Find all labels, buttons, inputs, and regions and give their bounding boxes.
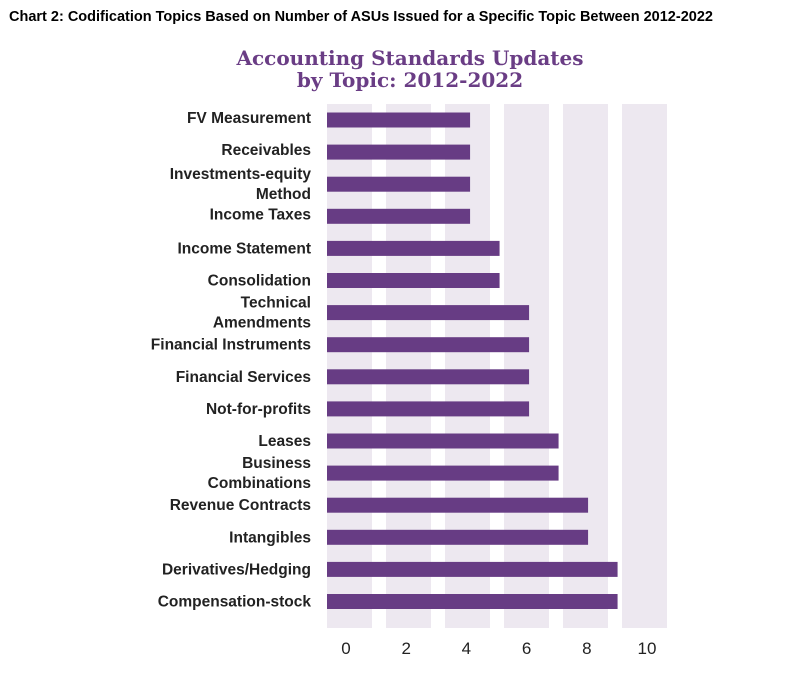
category-label: Income Statement xyxy=(177,240,311,257)
x-tick-label: 0 xyxy=(341,639,350,658)
category-label: FV Measurement xyxy=(187,110,311,127)
grid-band xyxy=(504,104,549,628)
bar xyxy=(327,176,471,192)
bar xyxy=(327,144,471,160)
x-tick-label: 4 xyxy=(462,639,471,658)
bar xyxy=(327,433,559,449)
grid-band xyxy=(563,104,608,628)
category-label: Financial Services xyxy=(176,369,311,386)
category-label: Investments-equity xyxy=(170,166,312,183)
bar xyxy=(327,465,559,481)
category-label: Method xyxy=(256,186,311,203)
category-label: Not-for-profits xyxy=(206,401,311,418)
category-label: Compensation-stock xyxy=(158,594,312,611)
category-label: Combinations xyxy=(208,475,311,492)
bar xyxy=(327,561,618,577)
category-label: Business xyxy=(242,455,311,472)
bar xyxy=(327,273,500,288)
x-tick-label: 6 xyxy=(522,639,531,658)
chart-title: Accounting Standards Updates xyxy=(236,46,584,70)
category-label: Income Taxes xyxy=(210,206,311,223)
chart-subtitle: by Topic: 2012-2022 xyxy=(296,68,524,92)
category-label: Derivatives/Hedging xyxy=(162,561,311,578)
bar xyxy=(327,240,500,256)
x-tick-label: 8 xyxy=(582,639,591,658)
bar xyxy=(327,497,589,513)
category-label: Amendments xyxy=(213,315,311,332)
category-label: Technical xyxy=(241,295,311,312)
chart-header: Chart 2: Codification Topics Based on Nu… xyxy=(9,9,713,25)
bar xyxy=(327,529,589,545)
bar xyxy=(327,401,530,417)
bar xyxy=(327,337,530,353)
x-tick-label: 10 xyxy=(638,639,657,658)
bar xyxy=(327,305,530,321)
grid-band xyxy=(622,104,667,628)
category-label: Revenue Contracts xyxy=(170,497,311,514)
category-label: Financial Instruments xyxy=(151,337,311,354)
x-tick-label: 2 xyxy=(401,639,410,658)
category-label: Receivables xyxy=(221,142,311,159)
category-label: Leases xyxy=(258,433,311,450)
category-label: Intangibles xyxy=(229,529,311,546)
bar xyxy=(327,112,471,128)
bar xyxy=(327,208,471,224)
bar xyxy=(327,369,530,385)
category-label: Consolidation xyxy=(208,273,311,290)
bar xyxy=(327,594,618,609)
